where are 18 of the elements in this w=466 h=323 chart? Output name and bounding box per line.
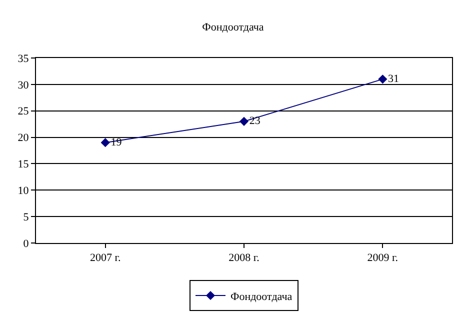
y-tick-label: 0: [23, 238, 30, 250]
y-tick-label: 30: [18, 79, 30, 92]
legend-label: Фондоотдача: [230, 290, 292, 303]
y-tick-label: 10: [18, 184, 30, 197]
y-tick-label: 25: [18, 106, 30, 118]
y-tick-label: 5: [23, 211, 30, 224]
y-tick-label: 20: [18, 132, 30, 144]
point: [239, 116, 249, 126]
data-label: 23: [249, 115, 261, 128]
y-tick-label: 15: [18, 158, 30, 171]
x-tick-label: 2009 г.: [367, 252, 398, 264]
y-tick-label: 35: [18, 52, 30, 65]
chart-title: Фондоотдача: [202, 21, 264, 34]
x-tick-label: 2008 г.: [228, 252, 260, 264]
point: [100, 138, 110, 148]
x-tick-label: 2007 г.: [90, 252, 121, 264]
data-label: 31: [388, 72, 400, 85]
point: [378, 74, 388, 84]
